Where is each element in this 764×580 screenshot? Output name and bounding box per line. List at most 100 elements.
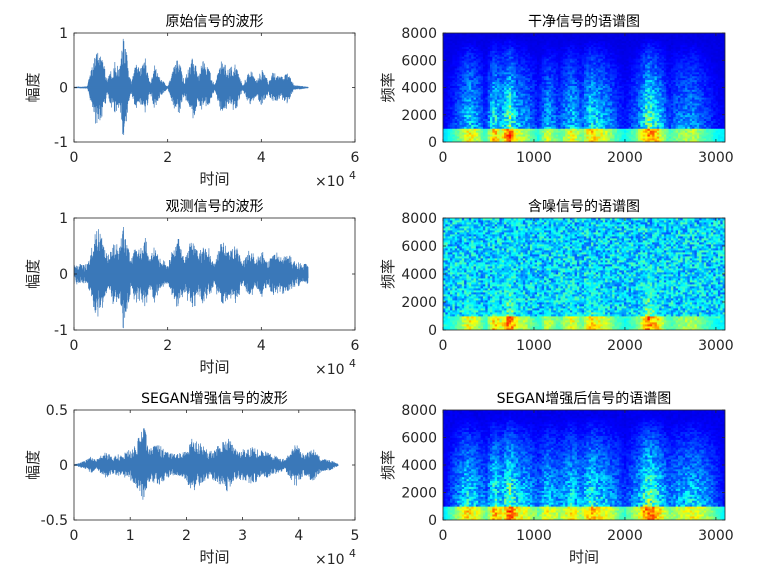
spectrogram-cell — [518, 112, 521, 116]
spectrogram-cell — [595, 85, 599, 88]
spectrogram-cell — [457, 50, 460, 53]
spectrogram-cell — [506, 60, 510, 63]
spectrogram-cell — [581, 85, 585, 88]
spectrogram-cell — [445, 124, 449, 127]
spectrogram-cell — [445, 134, 449, 137]
spectrogram-cell — [572, 93, 575, 96]
spectrogram-cell — [529, 105, 533, 108]
spectrogram-cell — [560, 75, 564, 79]
spectrogram-cell — [541, 114, 545, 118]
spectrogram-cell — [511, 36, 514, 40]
spectrogram-cell — [445, 40, 449, 44]
spectrogram-cell — [593, 126, 597, 129]
spectrogram-cell — [647, 132, 651, 135]
spectrogram-cell — [515, 110, 519, 114]
spectrogram-cell — [447, 120, 451, 123]
spectrogram-cell — [631, 140, 634, 142]
spectrogram-cell — [532, 60, 536, 63]
spectrogram-cell — [602, 42, 606, 46]
spectrogram-cell — [619, 46, 622, 49]
spectrogram-cell — [600, 97, 604, 100]
spectrogram-cell — [588, 105, 592, 108]
spectrogram-cell — [607, 83, 611, 86]
spectrogram-cell — [628, 46, 632, 49]
spectrogram-cell — [638, 56, 641, 59]
spectrogram-cell — [614, 58, 618, 61]
spectrogram-cell — [443, 126, 446, 129]
spectrogram-cell — [546, 83, 550, 86]
spectrogram-cell — [506, 97, 510, 100]
spectrogram-cell — [612, 126, 615, 129]
spectrogram-cell — [635, 118, 639, 121]
spectrogram-cell — [506, 89, 510, 92]
spectrogram-cell — [450, 83, 453, 86]
spectrogram-cell — [612, 130, 615, 133]
spectrogram-cell — [621, 101, 625, 104]
spectrogram-cell — [529, 77, 533, 81]
spectrogram-cell — [508, 42, 512, 46]
spectrogram-cell — [515, 134, 519, 137]
spectrogram-cell — [569, 118, 573, 121]
spectrogram-cell — [511, 56, 514, 59]
spectrogram-cell — [638, 108, 641, 112]
spectrogram-cell — [494, 116, 498, 120]
spectrogram-cell — [555, 136, 559, 139]
spectrogram-cell — [466, 52, 470, 55]
spectrogram-cell — [478, 126, 481, 129]
spectrogram-cell — [546, 33, 550, 36]
spectrogram-cell — [569, 105, 573, 108]
spectrogram-cell — [461, 62, 465, 65]
spectrogram-cell — [487, 120, 491, 123]
spectrogram-cell — [555, 75, 559, 79]
spectrogram-cell — [450, 130, 453, 133]
spectrogram-cell — [626, 108, 630, 112]
spectrogram-cell — [480, 83, 484, 86]
spectrogram-cell — [605, 81, 608, 85]
spectrogram-cell — [452, 124, 456, 127]
spectrogram-cell — [506, 58, 510, 61]
spectrogram-cell — [515, 56, 519, 59]
spectrogram-cell — [457, 42, 460, 46]
spectrogram-cell — [534, 52, 538, 55]
spectrogram-cell — [591, 87, 594, 90]
spectrogram-cell — [612, 50, 615, 53]
spectrogram-cell — [494, 71, 498, 75]
spectrogram-cell — [447, 60, 451, 63]
spectrogram-cell — [612, 44, 615, 48]
spectrogram-cell — [494, 62, 498, 65]
spectrogram-cell — [546, 44, 550, 48]
spectrogram-cell — [645, 62, 648, 65]
spectrogram-cell — [457, 106, 460, 110]
spectrogram-cell — [553, 89, 557, 92]
spectrogram-cell — [454, 81, 458, 85]
spectrogram-cell — [513, 126, 517, 129]
spectrogram-cell — [553, 91, 557, 94]
spectrogram-cell — [450, 114, 453, 118]
spectrogram-cell — [492, 130, 496, 133]
spectrogram-cell — [527, 126, 531, 129]
spectrogram-cell — [520, 85, 524, 88]
spectrogram-cell — [485, 83, 489, 86]
spectrogram-cell — [546, 58, 550, 61]
spectrogram-cell — [645, 73, 648, 77]
spectrogram-cell — [638, 58, 641, 61]
spectrogram-cell — [558, 103, 561, 106]
spectrogram-cell — [614, 106, 618, 110]
spectrogram-cell — [642, 89, 646, 92]
spectrogram-cell — [457, 97, 460, 100]
spectrogram-cell — [605, 34, 608, 38]
spectrogram-cell — [567, 77, 571, 81]
spectrogram-cell — [468, 110, 472, 114]
spectrogram-cell — [450, 79, 453, 83]
spectrogram-cell — [443, 68, 446, 71]
spectrogram-cell — [565, 87, 568, 90]
spectrogram-cell — [450, 120, 453, 123]
spectrogram-cell — [452, 122, 456, 125]
spectrogram-cell — [541, 56, 545, 59]
spectrogram-cell — [631, 36, 634, 40]
spectrogram-cell — [497, 40, 500, 44]
spectrogram-cell — [499, 73, 503, 77]
spectrogram-cell — [588, 124, 592, 127]
spectrogram-cell — [454, 134, 458, 137]
spectrogram-cell — [468, 44, 472, 48]
